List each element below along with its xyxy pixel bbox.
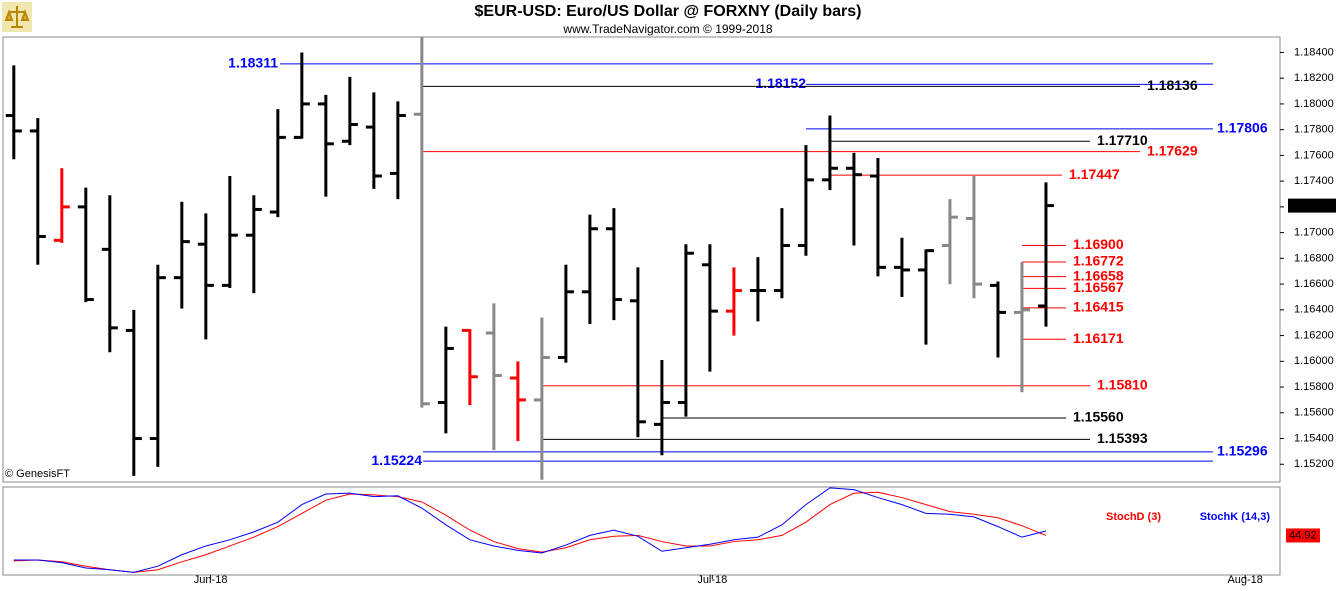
level-label: 1.18152 <box>755 75 806 91</box>
legend-label: StochK (14,3) <box>1200 511 1271 523</box>
y-tick-label: 1.16200 <box>1294 329 1334 341</box>
logo <box>2 2 32 32</box>
y-tick-label: 1.18200 <box>1294 72 1334 84</box>
level-label: 1.15224 <box>371 452 422 468</box>
y-tick-label: 1.17400 <box>1294 175 1334 187</box>
y-tick-label: 1.17600 <box>1294 149 1334 161</box>
y-tick-label: 1.16000 <box>1294 355 1334 367</box>
level-label: 1.16900 <box>1073 236 1124 252</box>
level-label: 1.18136 <box>1147 77 1198 93</box>
y-tick-label: 1.15400 <box>1294 432 1334 444</box>
level-label: 1.18311 <box>228 55 278 71</box>
level-label: 1.17629 <box>1147 142 1198 158</box>
credit: © GenesisFT <box>5 468 70 480</box>
stoch-line <box>13 487 1047 573</box>
level-label: 1.16567 <box>1073 279 1124 295</box>
level-label: 1.16415 <box>1073 299 1124 315</box>
y-tick-label: 1.16400 <box>1294 304 1334 316</box>
y-tick-label: 1.17800 <box>1294 124 1334 136</box>
legend-label: StochD (3) <box>1106 511 1161 523</box>
price-panel <box>2 36 1281 483</box>
chart-title: $EUR-USD: Euro/US Dollar @ FORXNY (Daily… <box>475 3 862 20</box>
level-label: 1.17447 <box>1069 166 1120 182</box>
logo-icon <box>4 6 30 28</box>
last-value-label: 44.92 <box>1289 529 1317 541</box>
level-label: 1.15810 <box>1097 376 1148 392</box>
stoch-line <box>13 491 1047 573</box>
stoch-panel <box>2 486 1281 576</box>
last-price-label: 1.17210 <box>1292 199 1332 211</box>
chart-subtitle: www.TradeNavigator.com © 1999-2018 <box>562 22 772 36</box>
level-label: 1.17806 <box>1217 120 1268 136</box>
y-tick-label: 1.18000 <box>1294 98 1334 110</box>
y-tick-label: 1.15600 <box>1294 407 1334 419</box>
x-tick-label: Jun-18 <box>194 574 228 586</box>
y-tick-label: 1.15800 <box>1294 381 1334 393</box>
level-label: 1.16171 <box>1073 330 1124 346</box>
x-tick-label: Aug-18 <box>1227 574 1262 586</box>
last-value-box <box>1286 528 1320 543</box>
level-label: 1.16658 <box>1073 267 1124 283</box>
level-label: 1.16772 <box>1073 253 1124 269</box>
x-tick-label: Jul-18 <box>697 574 727 586</box>
y-tick-label: 1.16800 <box>1294 252 1334 264</box>
y-tick-label: 1.15200 <box>1294 458 1334 470</box>
level-label: 1.15560 <box>1073 409 1124 425</box>
level-label: 1.15393 <box>1097 430 1148 446</box>
last-price-box <box>1288 198 1336 213</box>
level-label: 1.17710 <box>1097 132 1148 148</box>
y-tick-label: 1.16600 <box>1294 278 1334 290</box>
y-tick-label: 1.18400 <box>1294 46 1334 58</box>
y-tick-label: 1.17000 <box>1294 227 1334 239</box>
level-label: 1.15296 <box>1217 443 1268 459</box>
